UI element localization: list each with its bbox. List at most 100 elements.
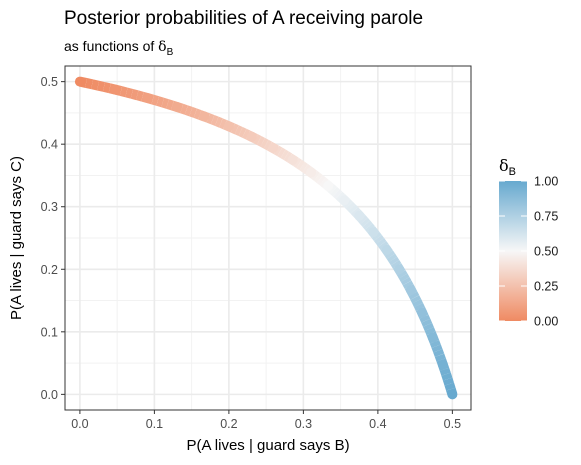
curve-segment bbox=[119, 86, 128, 98]
curve-segment bbox=[429, 340, 441, 349]
axis-ticks: 0.0 0.1 0.2 0.3 0.4 0.5 0.0 0.1 0.2 0.3 0.4 0.5 bbox=[41, 75, 461, 431]
curve-segment bbox=[214, 116, 223, 128]
x-tick-label: 0.3 bbox=[295, 417, 312, 431]
curve-point bbox=[427, 332, 438, 343]
curve-segment bbox=[414, 302, 425, 312]
y-tick-label: 0.4 bbox=[41, 138, 58, 152]
curve-segment bbox=[210, 114, 219, 126]
curve-point bbox=[287, 154, 298, 165]
curve-segment bbox=[280, 149, 289, 161]
curve-segment bbox=[434, 353, 446, 362]
legend-title-subscript: B bbox=[509, 166, 516, 178]
curve-point bbox=[268, 142, 279, 153]
curve-segment bbox=[84, 78, 94, 90]
curve-point bbox=[74, 76, 85, 87]
curve-segment bbox=[439, 367, 451, 376]
curve-segment bbox=[151, 94, 160, 106]
curve-segment bbox=[296, 159, 305, 171]
curve-segment bbox=[125, 87, 134, 99]
curve-segment bbox=[398, 273, 410, 282]
curve-segment bbox=[238, 126, 247, 138]
y-tick-label: 0.0 bbox=[41, 388, 58, 402]
curve-segment bbox=[184, 105, 193, 117]
curve-segment bbox=[348, 204, 358, 214]
curve-point bbox=[246, 131, 257, 142]
x-axis-label: P(A lives | guard says B) bbox=[186, 437, 349, 454]
curve-segment bbox=[256, 136, 265, 147]
curve-point bbox=[405, 285, 416, 296]
curve-segment bbox=[419, 314, 431, 323]
legend-label: 0.50 bbox=[534, 245, 558, 259]
curve-segment bbox=[166, 99, 174, 111]
curve-segment bbox=[234, 125, 243, 137]
legend-title-symbol: δ bbox=[499, 156, 509, 175]
curve-segment bbox=[135, 90, 144, 102]
curve-segment bbox=[316, 175, 326, 186]
curve-segment bbox=[313, 172, 323, 183]
legend-label: 1.00 bbox=[534, 175, 558, 189]
curve-point bbox=[381, 245, 392, 256]
curve-segment bbox=[424, 327, 436, 336]
chart-title: Posterior probabilities of A receiving p… bbox=[64, 8, 423, 29]
curve-segment bbox=[260, 137, 269, 149]
curve-segment bbox=[388, 256, 400, 266]
legend-ticks: 0.00 0.25 0.50 0.75 1.00 bbox=[499, 175, 558, 329]
curve-segment bbox=[376, 237, 387, 247]
curve-point bbox=[306, 167, 317, 178]
curve-segment bbox=[189, 106, 197, 118]
curve-point bbox=[354, 210, 365, 221]
plot-border bbox=[64, 65, 472, 411]
chart-subtitle: as functions of δB bbox=[64, 38, 174, 58]
legend: δB 0.00 0.25 0.50 0.75 1.00 bbox=[499, 156, 558, 329]
curve-segment bbox=[400, 277, 412, 286]
x-tick-label: 0.5 bbox=[444, 417, 461, 431]
y-axis-label: P(A lives | guard says C) bbox=[8, 156, 25, 320]
curve-segment bbox=[102, 82, 111, 94]
curve-segment bbox=[442, 377, 455, 386]
curve-segment bbox=[130, 88, 139, 101]
y-tick-label: 0.5 bbox=[41, 75, 58, 89]
curve-segment bbox=[156, 96, 165, 108]
curve-point bbox=[394, 264, 405, 275]
legend-label: 0.25 bbox=[534, 280, 558, 294]
curve-segment bbox=[421, 318, 433, 327]
curve-point bbox=[223, 121, 234, 132]
curve-segment bbox=[441, 372, 453, 381]
curve-segment bbox=[277, 147, 286, 159]
y-tick-label: 0.2 bbox=[41, 263, 58, 277]
legend-label: 0.75 bbox=[534, 210, 558, 224]
x-tick-label: 0.4 bbox=[369, 417, 386, 431]
curve-point bbox=[368, 227, 379, 238]
curve-segment bbox=[96, 80, 106, 92]
y-tick-label: 0.3 bbox=[41, 200, 58, 214]
legend-label: 0.00 bbox=[534, 315, 558, 329]
chart-subtitle-prefix: as functions of bbox=[64, 38, 158, 54]
curve-segment bbox=[193, 108, 202, 120]
curve-segment bbox=[206, 113, 215, 125]
curve-segment bbox=[332, 189, 343, 200]
curve-segment bbox=[218, 118, 227, 130]
curve-segment bbox=[362, 220, 373, 230]
x-tick-label: 0.1 bbox=[146, 417, 163, 431]
curve-segment bbox=[345, 201, 356, 212]
legend-title: δB bbox=[499, 156, 516, 178]
curve-point bbox=[142, 93, 153, 104]
curve-point bbox=[323, 180, 334, 191]
curve-segment bbox=[299, 161, 308, 173]
x-tick-label: 0.2 bbox=[220, 417, 237, 431]
curve-segment bbox=[161, 97, 170, 109]
chart-subtitle-subscript: B bbox=[167, 47, 174, 58]
series-curve bbox=[74, 76, 458, 400]
curve-segment bbox=[230, 123, 239, 135]
curve-segment bbox=[360, 217, 371, 228]
curve-segment bbox=[431, 344, 443, 353]
curve-point bbox=[339, 195, 350, 206]
curve-segment bbox=[91, 79, 100, 91]
curve-point bbox=[172, 101, 183, 112]
y-tick-label: 0.1 bbox=[41, 325, 58, 339]
curve-point bbox=[110, 84, 121, 95]
curve-segment bbox=[422, 322, 434, 331]
curve-segment bbox=[373, 234, 385, 244]
curve-segment bbox=[433, 349, 445, 357]
